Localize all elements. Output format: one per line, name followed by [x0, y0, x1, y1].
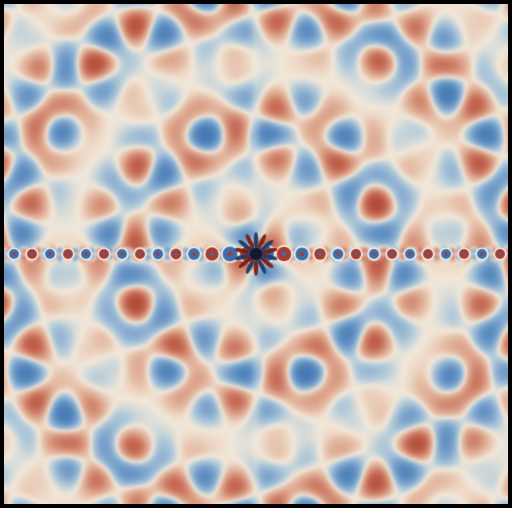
- figure-frame: [0, 0, 512, 508]
- field-heatmap-canvas: [0, 0, 512, 508]
